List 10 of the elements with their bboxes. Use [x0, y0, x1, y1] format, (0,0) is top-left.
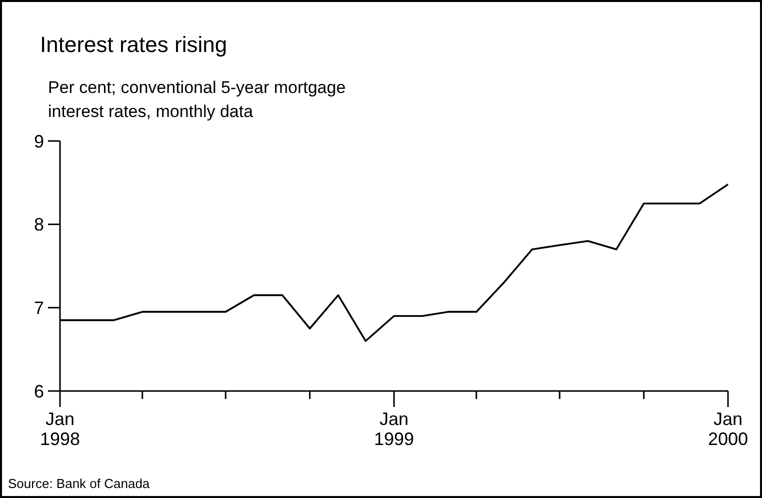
source-note: Source: Bank of Canada	[8, 476, 150, 491]
chart-title: Interest rates rising	[40, 32, 228, 57]
x-tick-label: Jan 2000	[708, 409, 748, 449]
y-tick-label: 9	[34, 131, 44, 152]
y-tick-label: 8	[34, 214, 44, 235]
y-tick-label: 7	[34, 298, 44, 318]
y-tick-label: 6	[34, 381, 44, 402]
x-tick-label: Jan 1999	[374, 409, 414, 449]
chart-subtitle: Per cent; conventional 5-year mortgage interest rates, monthly data	[48, 78, 346, 121]
x-tick-label: Jan 1998	[40, 409, 80, 449]
